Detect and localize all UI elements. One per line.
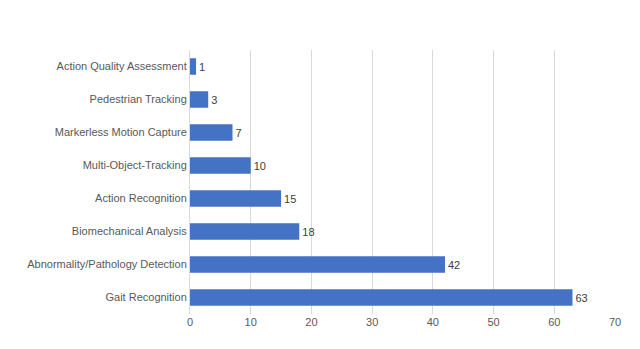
svg-text:15: 15: [284, 193, 296, 205]
svg-text:50: 50: [487, 316, 499, 328]
svg-text:Action Recognition: Action Recognition: [95, 192, 187, 204]
svg-text:60: 60: [548, 316, 560, 328]
svg-text:63: 63: [576, 292, 588, 304]
svg-text:Pedestrian Tracking: Pedestrian Tracking: [90, 93, 187, 105]
svg-text:42: 42: [448, 259, 460, 271]
svg-text:Gait Recognition: Gait Recognition: [105, 291, 186, 303]
svg-text:1: 1: [199, 61, 205, 73]
svg-text:Abnormality/Pathology Detectio: Abnormality/Pathology Detection: [27, 258, 187, 270]
svg-text:40: 40: [427, 316, 439, 328]
svg-text:10: 10: [245, 316, 257, 328]
svg-text:18: 18: [302, 226, 314, 238]
svg-text:30: 30: [366, 316, 378, 328]
svg-text:Action Quality Assessment: Action Quality Assessment: [57, 60, 187, 72]
svg-text:20: 20: [305, 316, 317, 328]
svg-text:Biomechanical Analysis: Biomechanical Analysis: [72, 225, 187, 237]
svg-text:0: 0: [187, 316, 193, 328]
svg-text:7: 7: [236, 127, 242, 139]
svg-text:Markerless Motion Capture: Markerless Motion Capture: [55, 126, 187, 138]
svg-text:3: 3: [211, 94, 217, 106]
svg-text:10: 10: [254, 160, 266, 172]
svg-text:Multi-Object-Tracking: Multi-Object-Tracking: [83, 159, 187, 171]
svg-text:70: 70: [609, 316, 621, 328]
